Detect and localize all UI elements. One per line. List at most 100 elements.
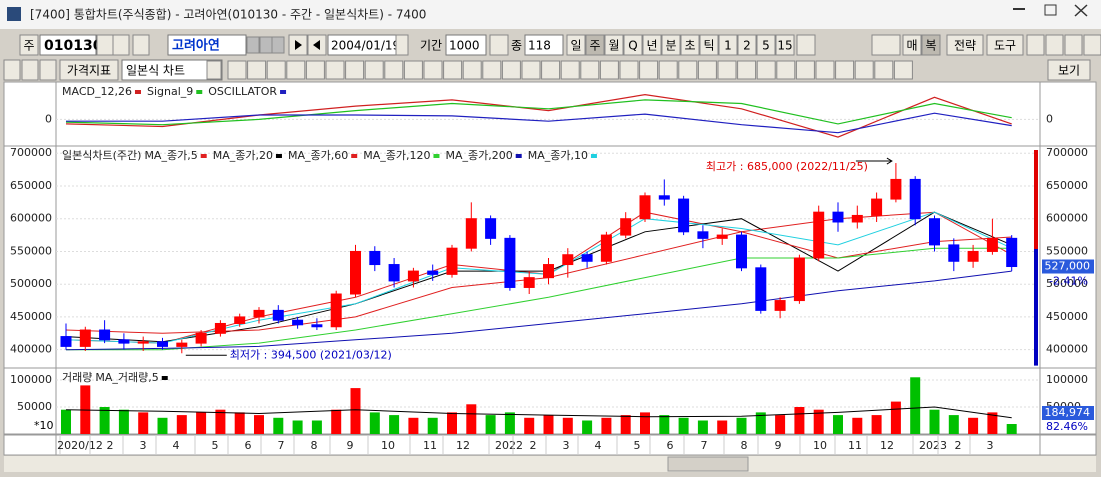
button[interactable] (756, 60, 776, 80)
button[interactable] (286, 60, 306, 80)
button[interactable] (776, 60, 796, 80)
button[interactable] (795, 60, 815, 80)
code-text[interactable]: 010130 (44, 38, 103, 54)
button[interactable] (423, 60, 443, 80)
button[interactable] (112, 34, 130, 56)
button[interactable] (305, 60, 325, 80)
button-label[interactable]: 주 (589, 39, 600, 53)
code-input[interactable] (39, 34, 97, 56)
button[interactable] (560, 60, 580, 80)
button[interactable] (599, 60, 619, 80)
button-label[interactable]: 도구 (994, 39, 1016, 53)
button-label[interactable]: 일 (570, 39, 581, 53)
button[interactable] (604, 34, 624, 56)
button[interactable] (718, 34, 738, 56)
button-label[interactable]: 틱 (703, 39, 714, 53)
button[interactable] (246, 36, 260, 54)
button[interactable] (642, 34, 662, 56)
button[interactable] (658, 60, 678, 80)
button[interactable] (1083, 34, 1101, 56)
button[interactable] (206, 60, 222, 80)
name-text[interactable]: 고려아연 (172, 38, 220, 54)
button[interactable] (835, 60, 855, 80)
button[interactable] (580, 60, 600, 80)
button[interactable] (566, 34, 586, 56)
style-text[interactable]: 일본식 차트 (126, 64, 185, 78)
button[interactable] (541, 60, 561, 80)
button[interactable] (893, 60, 913, 80)
button[interactable] (699, 34, 719, 56)
button[interactable] (756, 34, 776, 56)
style-select[interactable] (121, 59, 223, 81)
button-label[interactable]: Q (628, 39, 637, 53)
button[interactable] (266, 60, 286, 80)
close[interactable] (1074, 4, 1088, 17)
button-label[interactable]: 복 (925, 39, 936, 53)
count-input[interactable] (524, 34, 564, 56)
button[interactable] (854, 60, 874, 80)
button-label[interactable]: 분 (665, 39, 676, 53)
button[interactable] (3, 59, 21, 81)
minimize[interactable] (1013, 8, 1025, 10)
button[interactable] (661, 34, 681, 56)
button-label[interactable]: 월 (608, 39, 619, 53)
button[interactable] (501, 60, 521, 80)
button[interactable] (902, 34, 922, 56)
button[interactable] (489, 34, 509, 56)
button[interactable] (639, 60, 659, 80)
name-input[interactable] (167, 34, 247, 56)
scrollbar[interactable] (4, 456, 1096, 472)
button[interactable] (227, 60, 247, 80)
button[interactable] (1045, 34, 1064, 56)
button[interactable] (384, 60, 404, 80)
button-label[interactable]: 5 (762, 39, 770, 53)
button[interactable] (462, 60, 482, 80)
maximize[interactable] (1044, 4, 1057, 16)
button[interactable] (678, 60, 698, 80)
button[interactable] (21, 59, 39, 81)
button[interactable] (403, 60, 423, 80)
button[interactable] (482, 60, 502, 80)
button[interactable] (623, 34, 643, 56)
button-label[interactable]: 1 (724, 39, 732, 53)
button[interactable] (815, 60, 835, 80)
range-text[interactable]: 1000 (449, 39, 480, 53)
button[interactable] (697, 60, 717, 80)
button[interactable] (364, 60, 384, 80)
button[interactable] (585, 34, 605, 56)
button-label[interactable]: 주 (23, 39, 34, 53)
button[interactable] (619, 60, 639, 80)
range-input[interactable] (445, 34, 487, 56)
button-label[interactable]: 매 (906, 39, 917, 53)
button[interactable] (395, 34, 409, 56)
button[interactable] (39, 59, 57, 81)
button[interactable] (59, 59, 119, 81)
button[interactable] (96, 34, 114, 56)
date-text[interactable]: 2004/01/19 (331, 39, 400, 53)
button-label[interactable]: 가격지표 (67, 64, 111, 78)
button-label[interactable]: 보기 (1058, 64, 1080, 78)
button[interactable] (521, 60, 541, 80)
button-label[interactable]: 초 (684, 39, 695, 53)
button[interactable] (325, 60, 345, 80)
button[interactable] (946, 34, 984, 56)
button[interactable] (717, 60, 737, 80)
button[interactable] (1047, 59, 1091, 81)
button-label[interactable]: 2 (743, 39, 751, 53)
button[interactable] (247, 60, 267, 80)
button[interactable] (737, 60, 757, 80)
button-label[interactable]: 전략 (954, 39, 976, 53)
button-label[interactable]: 년 (646, 39, 657, 53)
button[interactable] (1026, 34, 1045, 56)
button[interactable] (443, 60, 463, 80)
button[interactable] (271, 36, 285, 54)
button[interactable] (874, 60, 894, 80)
count-text[interactable]: 118 (528, 39, 551, 53)
button[interactable] (871, 34, 901, 56)
button[interactable] (775, 34, 795, 56)
button[interactable] (19, 34, 39, 56)
scroll-thumb[interactable] (667, 456, 749, 472)
button[interactable] (986, 34, 1024, 56)
button[interactable] (259, 36, 273, 54)
button[interactable] (680, 34, 700, 56)
